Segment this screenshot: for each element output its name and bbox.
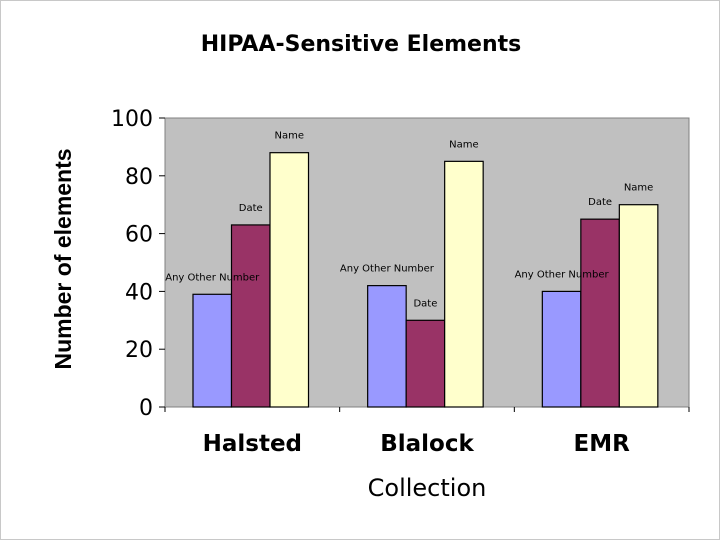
y-tick-label: 80 — [125, 165, 153, 190]
y-tick-label: 20 — [125, 338, 153, 363]
x-tick-label: Blalock — [380, 431, 474, 457]
data-label: Date — [413, 298, 437, 309]
data-label: Date — [239, 203, 263, 214]
data-label: Name — [449, 139, 479, 150]
y-tick-label: 0 — [139, 396, 153, 421]
x-tick-label: EMR — [574, 431, 631, 457]
bar — [192, 293, 233, 408]
bar — [618, 204, 659, 408]
data-label: Name — [274, 131, 304, 142]
y-tick-label: 100 — [111, 107, 153, 132]
y-tick-label: 60 — [125, 223, 153, 248]
bar — [444, 160, 484, 408]
bar — [580, 218, 620, 408]
x-tick-label: Halsted — [203, 431, 302, 457]
data-label: Any Other Number — [165, 272, 260, 283]
x-axis-title: Collection — [368, 474, 487, 502]
data-label: Any Other Number — [515, 269, 610, 280]
bar — [541, 290, 582, 408]
y-tick-label: 40 — [125, 280, 153, 305]
y-axis-title: Number of elements — [50, 148, 76, 369]
data-label: Date — [588, 197, 612, 208]
data-label: Any Other Number — [340, 264, 435, 275]
bar — [230, 224, 271, 408]
chart-title: HIPAA-Sensitive Elements — [201, 32, 522, 57]
data-label: Name — [624, 183, 654, 194]
bar — [269, 152, 310, 408]
bar — [405, 319, 446, 408]
bar — [367, 285, 407, 408]
